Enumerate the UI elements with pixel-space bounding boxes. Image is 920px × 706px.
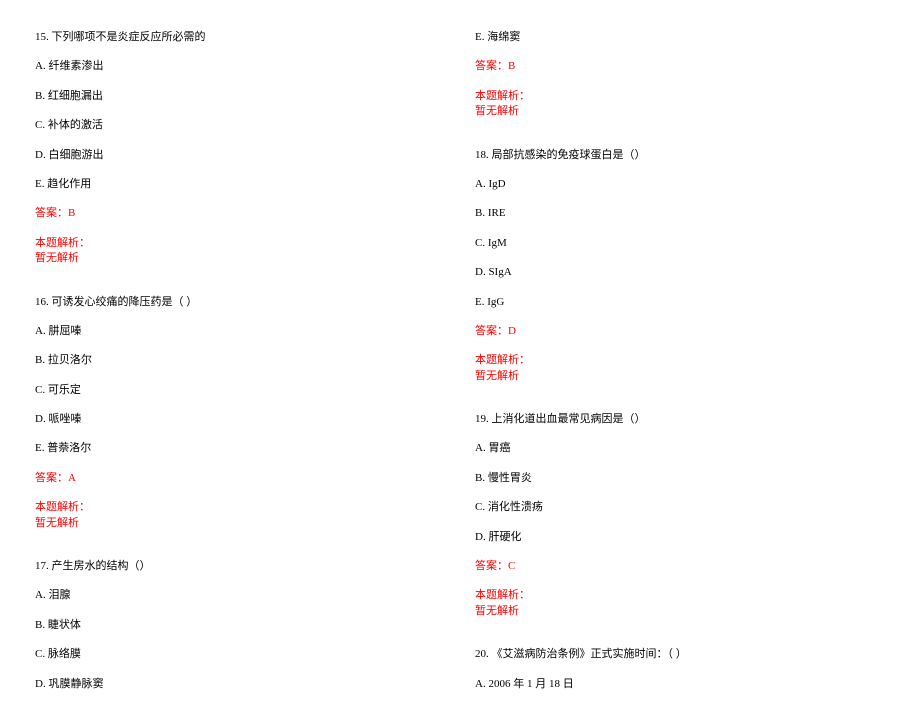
q15-analysis-label: 本题解析：	[35, 237, 90, 249]
q19-analysis-text: 暂无解析	[475, 605, 519, 617]
q17-option-d: D. 巩膜静脉窦	[35, 677, 435, 692]
q18-analysis-label: 本题解析：	[475, 354, 530, 366]
q15-option-e: E. 趋化作用	[35, 177, 435, 192]
q17-option-e: E. 海绵窦	[475, 30, 875, 45]
q16-option-c: C. 可乐定	[35, 383, 435, 398]
q19-answer: 答案：C	[475, 559, 875, 574]
q16-option-d: D. 哌唑嗪	[35, 412, 435, 427]
q15-analysis-text: 暂无解析	[35, 252, 79, 264]
q18-analysis-text: 暂无解析	[475, 370, 519, 382]
q18-stem: 18. 局部抗感染的免疫球蛋白是（）	[475, 148, 875, 163]
q18-option-e: E. IgG	[475, 295, 875, 310]
q19-option-d: D. 肝硬化	[475, 530, 875, 545]
q18-option-c: C. IgM	[475, 236, 875, 251]
q16-option-e: E. 普萘洛尔	[35, 441, 435, 456]
q16-stem: 16. 可诱发心绞痛的降压药是（ ）	[35, 295, 435, 310]
q16-option-a: A. 肼屈嗪	[35, 324, 435, 339]
q15-answer: 答案：B	[35, 206, 435, 221]
q15-option-a: A. 纤维素渗出	[35, 59, 435, 74]
q19-analysis-label: 本题解析：	[475, 589, 530, 601]
q17-analysis-text: 暂无解析	[475, 105, 519, 117]
q17-option-b: B. 睫状体	[35, 618, 435, 633]
q15-option-c: C. 补体的激活	[35, 118, 435, 133]
q16-analysis-text: 暂无解析	[35, 517, 79, 529]
q16-option-b: B. 拉贝洛尔	[35, 353, 435, 368]
q20-option-a: A. 2006 年 1 月 18 日	[475, 677, 875, 692]
q19-option-c: C. 消化性溃疡	[475, 500, 875, 515]
q19-option-b: B. 慢性胃炎	[475, 471, 875, 486]
q16-answer: 答案：A	[35, 471, 435, 486]
q18-option-b: B. IRE	[475, 206, 875, 221]
q16-analysis-label: 本题解析：	[35, 501, 90, 513]
q19-option-a: A. 胃癌	[475, 441, 875, 456]
q17-option-a: A. 泪腺	[35, 588, 435, 603]
q15-option-b: B. 红细胞漏出	[35, 89, 435, 104]
q15-option-d: D. 白细胞游出	[35, 148, 435, 163]
q16-analysis: 本题解析： 暂无解析	[35, 500, 435, 531]
q17-option-c: C. 脉络膜	[35, 647, 435, 662]
q17-analysis: 本题解析： 暂无解析	[475, 89, 875, 120]
q18-option-a: A. IgD	[475, 177, 875, 192]
q18-answer: 答案：D	[475, 324, 875, 339]
q19-stem: 19. 上消化道出血最常见病因是（）	[475, 412, 875, 427]
q17-answer: 答案：B	[475, 59, 875, 74]
q17-stem: 17. 产生房水的结构（）	[35, 559, 435, 574]
q19-analysis: 本题解析： 暂无解析	[475, 588, 875, 619]
q15-stem: 15. 下列哪项不是炎症反应所必需的	[35, 30, 435, 45]
q15-analysis: 本题解析： 暂无解析	[35, 236, 435, 267]
q17-analysis-label: 本题解析：	[475, 90, 530, 102]
q18-option-d: D. SIgA	[475, 265, 875, 280]
q18-analysis: 本题解析： 暂无解析	[475, 353, 875, 384]
q20-stem: 20. 《艾滋病防治条例》正式实施时间：（ ）	[475, 647, 875, 662]
